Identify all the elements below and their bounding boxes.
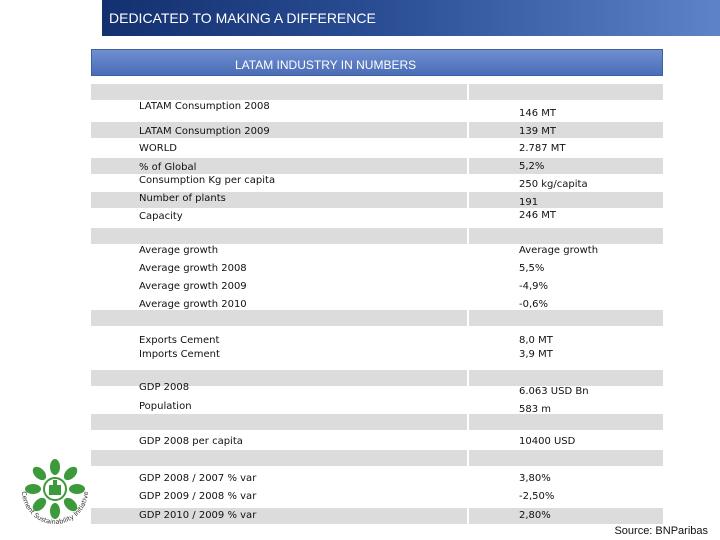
row-label: Average growth 2008 xyxy=(139,263,247,275)
row-label: LATAM Consumption 2008 xyxy=(139,101,270,113)
row-label: Imports Cement xyxy=(139,349,220,361)
row-value: 2,80% xyxy=(519,510,551,522)
csi-logo-icon: Cement Sustainability Initiative xyxy=(14,455,96,527)
row-value: 250 kg/capita xyxy=(519,179,588,191)
row-label: GDP 2008 xyxy=(139,382,189,394)
row-value: -0,6% xyxy=(519,299,548,311)
row-label: Average growth 2009 xyxy=(139,281,247,293)
source-note: Source: BNParibas xyxy=(614,525,708,537)
row-label: GDP 2008 per capita xyxy=(139,436,243,448)
row-value: 583 m xyxy=(519,404,551,416)
row-label: GDP 2009 / 2008 % var xyxy=(139,491,256,503)
row-label: Average growth xyxy=(139,245,218,257)
row-value: 8,0 MT xyxy=(519,335,553,347)
row-label: WORLD xyxy=(139,143,177,155)
slide-title: DEDICATED TO MAKING A DIFFERENCE xyxy=(109,10,376,26)
row-label: GDP 2010 / 2009 % var xyxy=(139,510,256,522)
row-value: Average growth xyxy=(519,245,598,257)
row-value: 3,9 MT xyxy=(519,349,553,361)
row-label: Average growth 2010 xyxy=(139,299,247,311)
row-label: Population xyxy=(139,401,192,413)
row-label: LATAM Consumption 2009 xyxy=(139,126,270,138)
table-title: LATAM INDUSTRY IN NUMBERS xyxy=(235,58,416,72)
row-value: -4,9% xyxy=(519,281,548,293)
row-value: 5,5% xyxy=(519,263,544,275)
row-label: Number of plants xyxy=(139,193,226,205)
slide-banner: DEDICATED TO MAKING A DIFFERENCE xyxy=(102,0,720,36)
row-value: 191 xyxy=(519,197,538,209)
row-label: Capacity xyxy=(139,211,183,223)
table-header: LATAM INDUSTRY IN NUMBERS xyxy=(91,49,663,76)
row-value: 10400 USD xyxy=(519,436,575,448)
row-label: Exports Cement xyxy=(139,335,219,347)
row-value: -2,50% xyxy=(519,491,554,503)
row-label: % of Global xyxy=(139,162,196,174)
row-value: 6.063 USD Bn xyxy=(519,386,589,398)
row-value: 246 MT xyxy=(519,210,556,222)
row-value: 2.787 MT xyxy=(519,143,566,155)
row-value: 3,80% xyxy=(519,473,551,485)
row-value: 146 MT xyxy=(519,108,556,120)
row-value: 139 MT xyxy=(519,126,556,138)
row-label: GDP 2008 / 2007 % var xyxy=(139,473,256,485)
row-value: 5,2% xyxy=(519,161,544,173)
row-label: Consumption Kg per capita xyxy=(139,175,275,187)
